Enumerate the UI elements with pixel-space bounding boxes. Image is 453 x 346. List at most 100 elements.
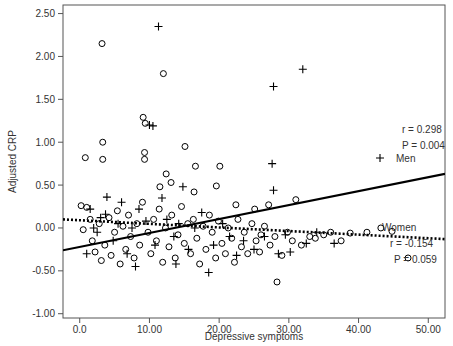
x-tick-label: 0.0 xyxy=(73,324,87,335)
point xyxy=(330,239,338,247)
point xyxy=(206,212,212,218)
point xyxy=(233,251,241,259)
point xyxy=(213,255,219,261)
point xyxy=(102,210,110,218)
point xyxy=(137,242,143,248)
point xyxy=(235,216,241,222)
point xyxy=(241,229,247,235)
y-tick-label: 2.50 xyxy=(36,8,56,19)
point xyxy=(123,250,131,258)
point xyxy=(93,228,101,236)
point xyxy=(131,263,139,271)
point xyxy=(103,193,111,201)
point xyxy=(203,246,209,252)
point xyxy=(166,244,172,250)
point xyxy=(293,197,299,203)
point xyxy=(155,22,163,30)
x-tick-label: 50.00 xyxy=(416,324,441,335)
point xyxy=(98,258,104,264)
point xyxy=(128,224,136,232)
y-tick xyxy=(58,185,63,186)
y-tick xyxy=(58,56,63,57)
point xyxy=(123,246,129,252)
point xyxy=(245,251,251,257)
point xyxy=(157,184,163,190)
point xyxy=(184,245,192,253)
point xyxy=(272,234,278,240)
point xyxy=(114,208,120,214)
point xyxy=(172,255,178,261)
point xyxy=(112,229,118,235)
point xyxy=(250,245,258,253)
point xyxy=(106,215,112,221)
point xyxy=(149,122,157,130)
point xyxy=(261,223,267,229)
point xyxy=(156,206,162,212)
x-tick xyxy=(358,318,359,323)
point xyxy=(126,212,132,218)
point xyxy=(163,171,169,177)
point xyxy=(139,199,145,205)
point xyxy=(83,250,91,258)
chart: -1.00-0.500.000.501.001.502.002.500.010.… xyxy=(0,0,453,346)
y-tick-label: 1.50 xyxy=(36,94,56,105)
point xyxy=(131,255,137,261)
x-axis-label: Depressive symptoms xyxy=(205,331,303,342)
annotation: r = 0.298 xyxy=(402,124,442,135)
point xyxy=(209,229,215,235)
point xyxy=(140,114,146,120)
point xyxy=(312,235,318,241)
point xyxy=(142,156,148,162)
point xyxy=(151,241,159,249)
point xyxy=(213,183,219,189)
y-axis-label: Adjusted CRP xyxy=(7,130,18,193)
point xyxy=(286,248,294,256)
point xyxy=(117,261,123,267)
point xyxy=(219,240,225,246)
point xyxy=(233,202,239,208)
annotation: P = 0.004 xyxy=(402,140,445,151)
point xyxy=(270,186,278,194)
y-tick xyxy=(58,99,63,100)
y-tick-label: 2.00 xyxy=(36,51,56,62)
point xyxy=(108,252,114,258)
point xyxy=(190,216,196,222)
point xyxy=(92,249,98,255)
point xyxy=(302,239,310,247)
legend-marker xyxy=(376,154,384,162)
point xyxy=(99,41,105,47)
x-tick xyxy=(288,318,289,323)
point xyxy=(198,209,206,217)
point xyxy=(179,183,187,191)
point xyxy=(135,205,143,213)
trend-line xyxy=(63,174,445,250)
point xyxy=(197,261,203,267)
point xyxy=(160,259,166,265)
point xyxy=(289,238,295,244)
x-tick xyxy=(79,318,80,323)
y-tick-label: -0.50 xyxy=(32,265,55,276)
point xyxy=(249,221,255,227)
point xyxy=(181,240,187,246)
point xyxy=(231,259,237,265)
point xyxy=(338,238,344,244)
point xyxy=(82,155,88,161)
annotation: r = -0.154 xyxy=(390,238,434,249)
point xyxy=(86,205,94,213)
annotation: P = 0.059 xyxy=(394,254,437,265)
x-tick-label: 40.00 xyxy=(346,324,371,335)
point xyxy=(151,216,157,222)
y-tick xyxy=(58,270,63,271)
point xyxy=(267,242,273,248)
point xyxy=(145,121,153,129)
point xyxy=(160,71,166,77)
point xyxy=(179,204,185,210)
point xyxy=(210,241,218,249)
point xyxy=(100,139,106,145)
point xyxy=(158,194,166,202)
point xyxy=(299,65,307,73)
y-tick-label: 1.00 xyxy=(36,137,56,148)
point xyxy=(270,82,278,90)
x-tick-label: 10.00 xyxy=(137,324,162,335)
plot-marks xyxy=(63,22,445,285)
